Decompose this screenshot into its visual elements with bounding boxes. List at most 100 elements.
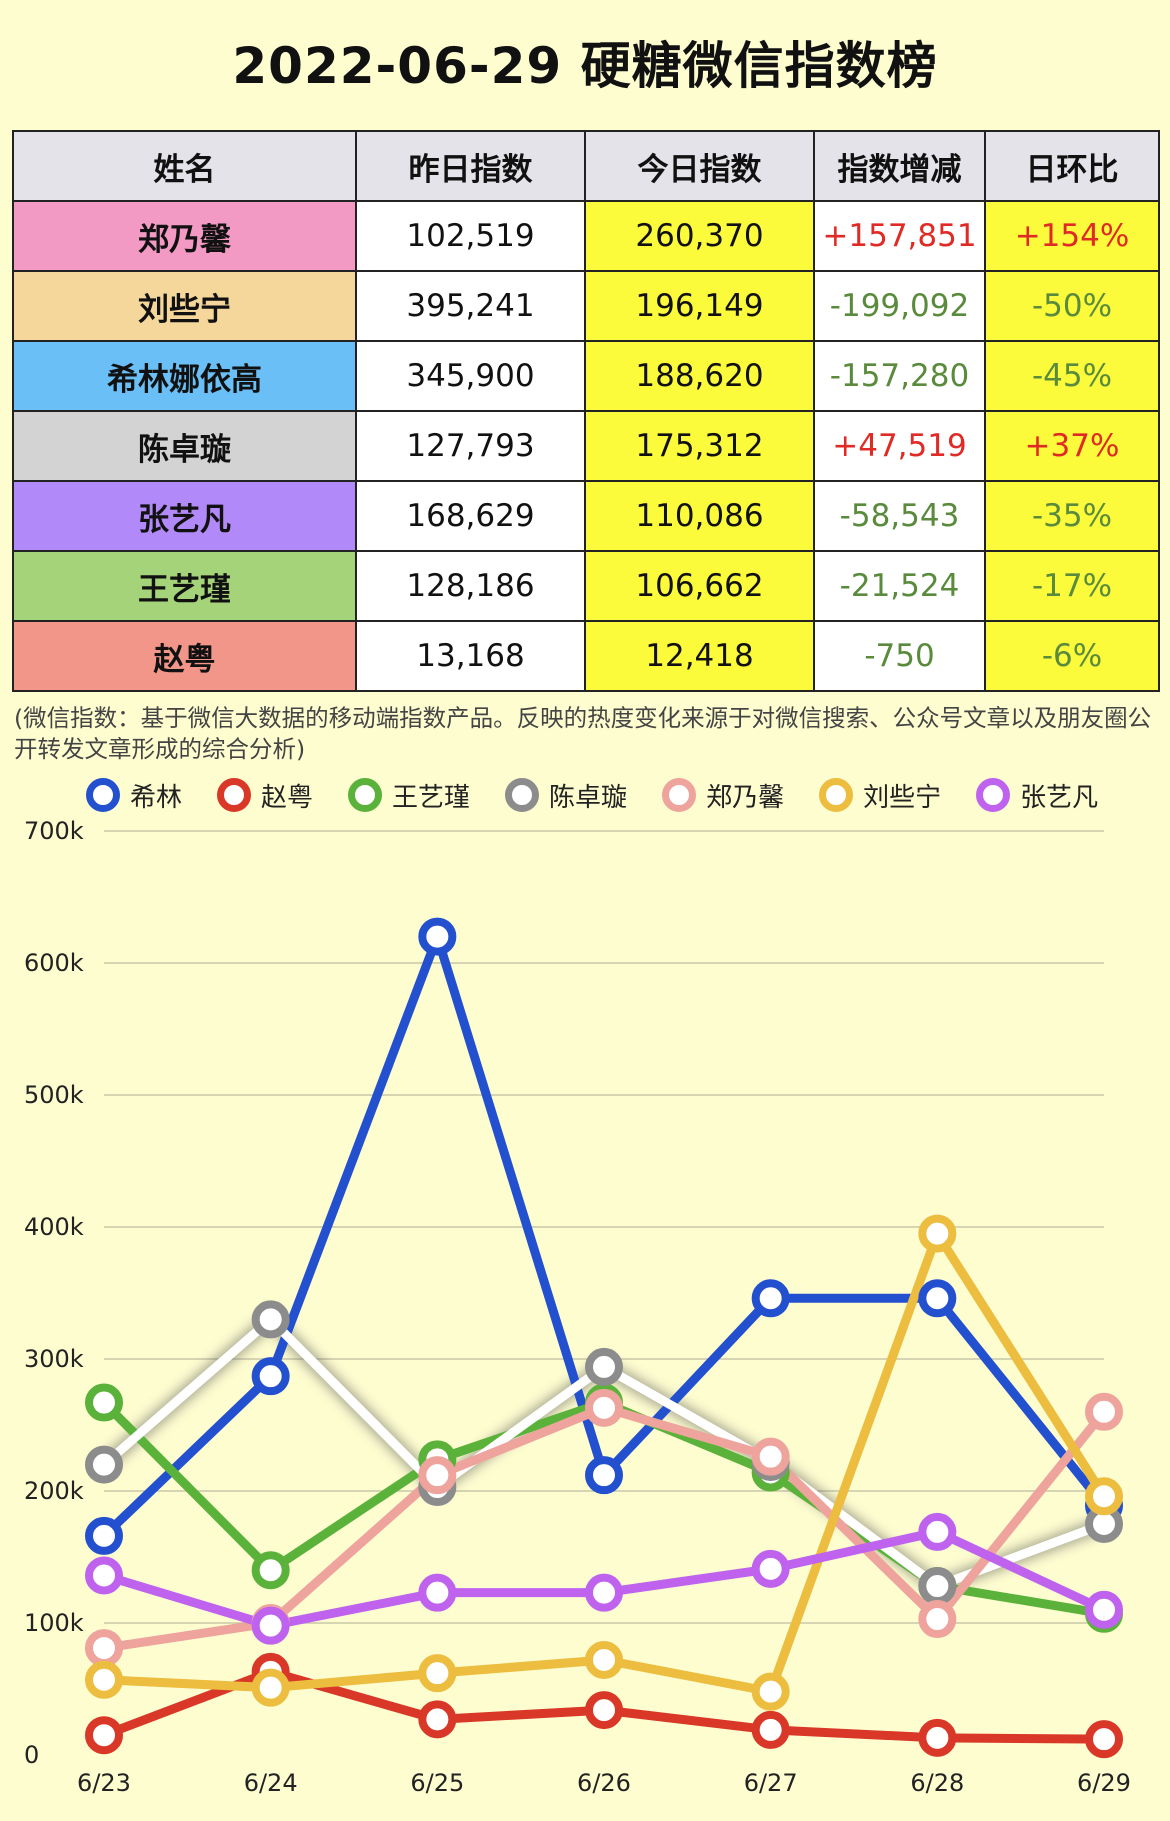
cell-today: 110,086 [584,480,815,552]
cell-today: 188,620 [584,340,815,412]
cell-today: 196,149 [584,270,815,342]
cell-name: 赵粤 [12,620,357,692]
cell-delta: +47,519 [813,410,986,482]
table-row: 陈卓璇 127,793 175,312 +47,519 +37% [12,410,1160,482]
legend-label: 赵粤 [261,782,314,813]
chart-legend: 希林 赵粤 王艺瑾 陈卓璇 郑乃馨 刘些宁 张艺凡 [86,777,1133,814]
legend-item: 希林 [86,777,182,814]
table-row: 希林娜依高 345,900 188,620 -157,280 -45% [12,340,1160,412]
cell-yesterday: 13,168 [355,620,586,692]
cell-delta: +157,851 [813,200,986,272]
cell-name: 陈卓璇 [12,410,357,482]
y-tick-label: 200k [24,1477,84,1505]
header-today: 今日指数 [584,130,815,202]
data-point [418,1654,457,1693]
cell-yesterday: 168,629 [355,480,586,552]
cell-ratio: -35% [984,480,1160,552]
y-tick-label: 300k [24,1345,84,1373]
table-row: 郑乃馨 102,519 260,370 +157,851 +154% [12,200,1160,272]
data-point [1085,1477,1123,1516]
cell-ratio: -50% [984,270,1160,342]
y-tick-label: 500k [24,1081,84,1109]
cell-today: 12,418 [584,620,815,692]
cell-yesterday: 102,519 [355,200,586,272]
cell-ratio: -17% [984,550,1160,622]
cell-ratio: +37% [984,410,1160,482]
cell-delta: -199,092 [813,270,986,342]
legend-item: 张艺凡 [976,777,1098,814]
legend-item: 王艺瑾 [348,777,470,814]
cell-name: 郑乃馨 [12,200,357,272]
legend-label: 希林 [130,782,183,813]
x-tick-label: 6/23 [77,1769,131,1797]
table-row: 赵粤 13,168 12,418 -750 -6% [12,620,1160,692]
cell-name: 希林娜依高 [12,340,357,412]
data-point [418,1573,457,1612]
data-point [751,1672,790,1711]
data-point [85,1516,123,1555]
cell-today: 260,370 [584,200,815,272]
data-point [251,1551,290,1590]
x-tick-label: 6/26 [577,1769,631,1797]
ranking-table: 姓名 昨日指数 今日指数 指数增减 日环比 郑乃馨 102,519 260,370 +… [12,130,1160,692]
data-point [251,1300,290,1339]
x-tick-label: 6/29 [1077,1769,1131,1797]
x-tick-label: 6/27 [744,1769,798,1797]
table-header-row: 姓名 昨日指数 今日指数 指数增减 日环比 [12,130,1160,202]
table-row: 刘些宁 395,241 196,149 -199,092 -50% [12,270,1160,342]
data-point [585,1640,623,1679]
cell-ratio: +154% [984,200,1160,272]
x-tick-label: 6/28 [910,1769,964,1797]
footnote: (微信指数：基于微信大数据的移动端指数产品。反映的热度变化来源于对微信搜索、公众… [14,704,1152,763]
cell-name: 王艺瑾 [12,550,357,622]
cell-name: 刘些宁 [12,270,357,342]
cell-name: 张艺凡 [12,480,357,552]
cell-delta: -157,280 [813,340,986,412]
legend-marker-icon [505,778,540,812]
data-point [751,1279,790,1318]
data-point [85,1716,123,1755]
legend-marker-icon [217,778,252,812]
y-tick-label: 0 [24,1741,39,1769]
x-tick-label: 6/24 [244,1769,298,1797]
legend-marker-icon [662,778,697,812]
header-yesterday: 昨日指数 [355,130,586,202]
y-tick-label: 400k [24,1213,84,1241]
legend-item: 刘些宁 [819,777,941,814]
data-point [85,1445,123,1484]
data-point [251,1357,290,1396]
cell-yesterday: 127,793 [355,410,586,482]
data-point [918,1567,957,1606]
data-point [418,1456,457,1495]
data-point [85,1383,123,1422]
data-point [585,1388,623,1427]
legend-label: 陈卓璇 [549,782,628,813]
data-point [1085,1392,1123,1431]
line-chart: 0 100k 200k 300k 400k 500k 600k 700k 6/23 6/24 6/2… [24,817,1131,1797]
data-point [585,1573,623,1612]
data-point [751,1710,790,1749]
table-row: 张艺凡 168,629 110,086 -58,543 -35% [12,480,1160,552]
legend-label: 王艺瑾 [392,782,471,813]
cell-delta: -750 [813,620,986,692]
legend-item: 赵粤 [217,777,313,814]
y-tick-label: 600k [24,949,84,977]
cell-ratio: -6% [984,620,1160,692]
data-point [918,1600,957,1639]
legend-item: 陈卓璇 [505,777,627,814]
data-point [418,917,457,956]
y-tick-label: 100k [24,1609,84,1637]
legend-label: 张艺凡 [1020,782,1099,813]
legend-marker-icon [348,778,383,812]
data-point [918,1718,957,1757]
data-point [251,1668,290,1707]
data-point [585,1691,623,1730]
data-point [1085,1720,1123,1759]
data-point [251,1606,290,1645]
data-point [918,1214,957,1253]
legend-marker-icon [86,778,120,812]
legend-label: 郑乃馨 [706,782,785,813]
cell-ratio: -45% [984,340,1160,412]
page-title: 2022-06-29 硬糖微信指数榜 [232,37,938,95]
cell-today: 175,312 [584,410,815,482]
